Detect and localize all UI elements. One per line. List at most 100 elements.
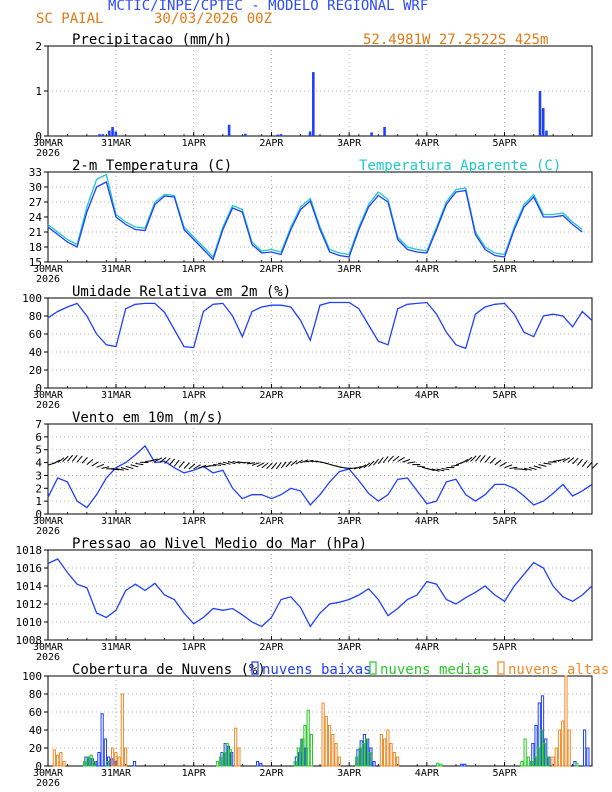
- x-tick-label: 4APR: [415, 264, 440, 275]
- x-tick-label: 1APR: [182, 264, 207, 275]
- x-tick-label: 2APR: [259, 642, 284, 653]
- wind-arrow: [567, 457, 575, 464]
- bar-nuvens-altas: [557, 729, 562, 767]
- wind-arrow: [71, 454, 78, 462]
- bar-nuvens-medias: [215, 761, 220, 767]
- bar-precip: [114, 131, 118, 136]
- bar-nuvens-altas: [321, 702, 325, 767]
- plot-frame: [47, 423, 593, 515]
- y-tick-label: 18: [29, 241, 42, 254]
- panel-title: Cobertura de Nuvens (%): [72, 662, 266, 678]
- bar-nuvens-medias: [105, 761, 109, 767]
- bar-nuvens-altas: [117, 756, 121, 767]
- bar-nuvens-baixas: [463, 763, 467, 767]
- bar-nuvens-medias: [526, 756, 530, 767]
- x-tick-label: 4APR: [415, 138, 440, 149]
- wind-arrow: [509, 466, 518, 470]
- wind-arrow: [256, 462, 265, 468]
- wind-arrow: [300, 459, 309, 464]
- y-tick-label: 27: [29, 196, 42, 209]
- wind-arrow: [417, 465, 426, 468]
- wind-arrow: [130, 464, 139, 468]
- series-line-2-m-temperatura: [47, 181, 583, 261]
- wind-arrow: [358, 464, 367, 470]
- y-tick-label: 20: [29, 742, 42, 755]
- bar-precip: [538, 91, 542, 136]
- x-tick-label: 3APR: [337, 516, 362, 527]
- wind-arrow: [213, 463, 222, 466]
- y-tick-label: 40: [29, 724, 42, 737]
- x-tick-label: 1APR: [182, 768, 207, 779]
- x-tick-label: 2APR: [259, 264, 284, 275]
- legend-label: nuvens medias: [380, 662, 490, 678]
- bar-nuvens-baixas: [97, 752, 101, 767]
- y-tick-label: 15: [29, 256, 42, 269]
- legend-apparent-temperature: Temperatura Aparente (C): [359, 158, 561, 174]
- y-tick-label: 33: [29, 166, 42, 179]
- x-tick-label: 4APR: [415, 390, 440, 401]
- bar-nuvens-medias: [539, 729, 543, 767]
- wind-arrow: [538, 463, 547, 467]
- wind-arrow: [557, 458, 566, 462]
- wind-arrow: [305, 459, 314, 463]
- bar-nuvens-altas: [337, 756, 341, 767]
- x-tick-label: 4APR: [415, 516, 440, 527]
- bar-nuvens-baixas: [103, 738, 107, 767]
- legend-swatch: [497, 661, 505, 675]
- bar-nuvens-baixas: [583, 729, 587, 767]
- y-tick-label: 1016: [16, 562, 43, 575]
- wind-arrow: [402, 458, 411, 463]
- wind-arrow: [62, 455, 69, 463]
- bar-nuvens-medias: [89, 754, 93, 767]
- bar-precip: [312, 72, 315, 136]
- y-tick-label: 30: [29, 181, 42, 194]
- bar-nuvens-altas: [564, 675, 568, 767]
- wind-arrow: [261, 462, 269, 469]
- bar-nuvens-medias: [542, 743, 547, 767]
- bar-precip: [383, 127, 386, 136]
- bar-nuvens-medias: [309, 734, 313, 767]
- y-tick-label: 2: [35, 482, 42, 495]
- wind-arrow: [290, 460, 298, 466]
- wind-arrow: [368, 460, 375, 467]
- bar-nuvens-altas: [554, 747, 558, 767]
- plot-frame: [47, 675, 593, 767]
- bar-nuvens-medias: [222, 752, 226, 767]
- x-year-label: 2026: [36, 778, 60, 789]
- wind-arrow: [377, 457, 384, 465]
- wind-arrow: [353, 465, 362, 470]
- bar-nuvens-baixas: [459, 763, 464, 767]
- wind-arrow: [135, 462, 144, 466]
- wind-arrow: [178, 461, 185, 468]
- x-tick-label: 2APR: [259, 138, 284, 149]
- wind-arrow: [198, 464, 207, 469]
- x-tick-label: 5APR: [493, 642, 518, 653]
- bar-precip: [108, 130, 111, 136]
- wind-arrow: [431, 468, 440, 472]
- x-tick-label: 5APR: [493, 390, 518, 401]
- x-tick-label: 2APR: [259, 516, 284, 527]
- x-tick-label: 30MAR: [33, 516, 64, 527]
- wind-arrow: [295, 459, 303, 465]
- bar-nuvens-medias: [296, 747, 301, 767]
- wind-arrow: [125, 465, 134, 470]
- bar-precip: [244, 133, 247, 136]
- y-tick-label: 24: [29, 211, 43, 224]
- wind-arrow: [232, 460, 241, 464]
- legend-swatch: [251, 661, 259, 675]
- wind-arrow: [499, 461, 507, 467]
- bar-nuvens-medias: [293, 761, 297, 767]
- bar-nuvens-altas: [334, 743, 338, 767]
- x-tick-label: 30MAR: [33, 264, 64, 275]
- station-name: SC PAIAL: [36, 11, 104, 27]
- panel-title: Vento em 10m (m/s): [72, 410, 224, 426]
- bar-nuvens-altas: [237, 747, 241, 767]
- x-tick-label: 31MAR: [101, 390, 132, 401]
- bar-nuvens-altas: [62, 761, 66, 767]
- wind-arrow: [479, 454, 486, 462]
- y-tick-label: 80: [29, 688, 42, 701]
- bar-nuvens-medias: [306, 709, 310, 767]
- wind-arrow: [164, 457, 171, 464]
- y-tick-label: 0: [35, 382, 42, 395]
- bar-precip: [98, 134, 101, 136]
